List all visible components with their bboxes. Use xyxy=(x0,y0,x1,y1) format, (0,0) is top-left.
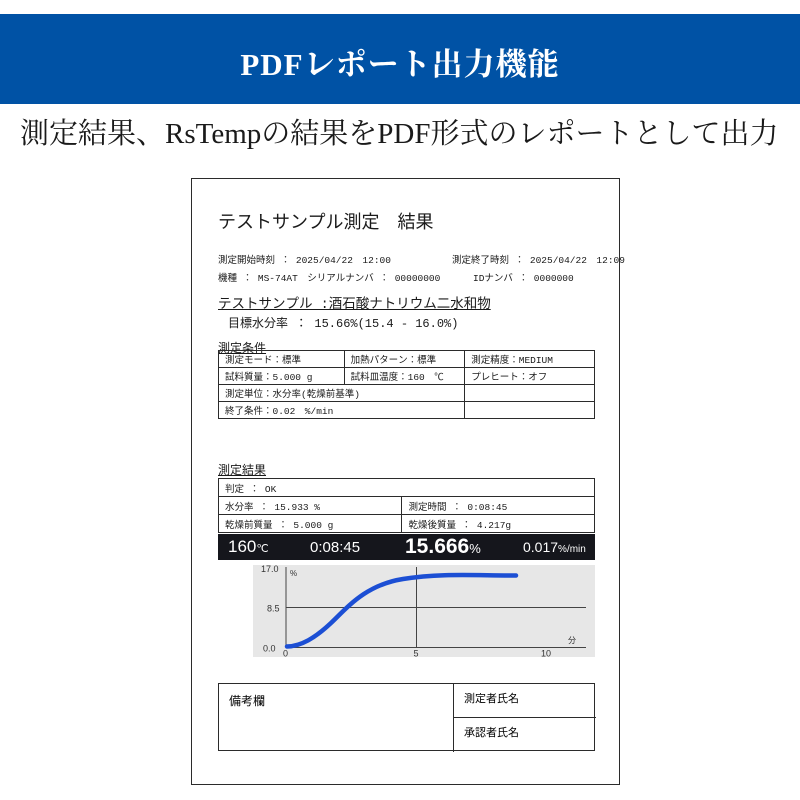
svg-text:10: 10 xyxy=(541,649,551,658)
svg-text:0: 0 xyxy=(283,649,288,658)
svg-text:%: % xyxy=(290,569,297,578)
svg-text:17.0: 17.0 xyxy=(261,565,279,574)
svg-text:分: 分 xyxy=(568,636,576,645)
svg-text:5: 5 xyxy=(414,649,419,658)
svg-text:0.0: 0.0 xyxy=(263,644,276,654)
svg-text:8.5: 8.5 xyxy=(267,604,280,614)
